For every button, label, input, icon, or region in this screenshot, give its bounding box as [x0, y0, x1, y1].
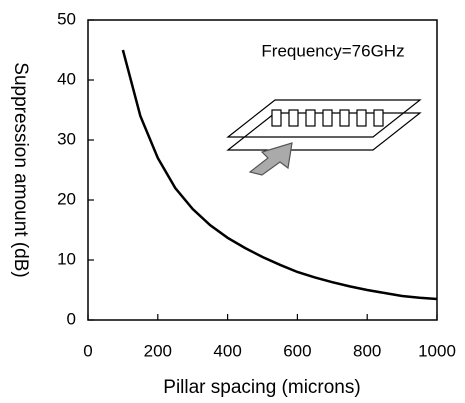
- y-tick-label: 40: [57, 69, 76, 88]
- plot-frame: [87, 19, 438, 321]
- x-tick-label: 0: [83, 341, 92, 360]
- y-tick-label: 10: [57, 249, 76, 268]
- inset-diagram: [226, 99, 422, 176]
- x-tick-label: 600: [283, 341, 311, 360]
- annotation: Frequency=76GHz: [261, 41, 404, 60]
- y-axis-label: Suppression amount (dB): [10, 62, 31, 277]
- y-tick-label: 30: [57, 129, 76, 148]
- x-tick-label: 800: [353, 341, 381, 360]
- y-tick-label: 20: [57, 189, 76, 208]
- x-tick-label: 1000: [418, 341, 456, 360]
- x-axis-label: Pillar spacing (microns): [163, 377, 360, 398]
- y-tick-label: 0: [67, 309, 76, 328]
- x-tick-label: 400: [213, 341, 241, 360]
- data-line: [121, 49, 438, 301]
- y-tick-label: 50: [57, 9, 76, 28]
- x-tick-label: 200: [144, 341, 172, 360]
